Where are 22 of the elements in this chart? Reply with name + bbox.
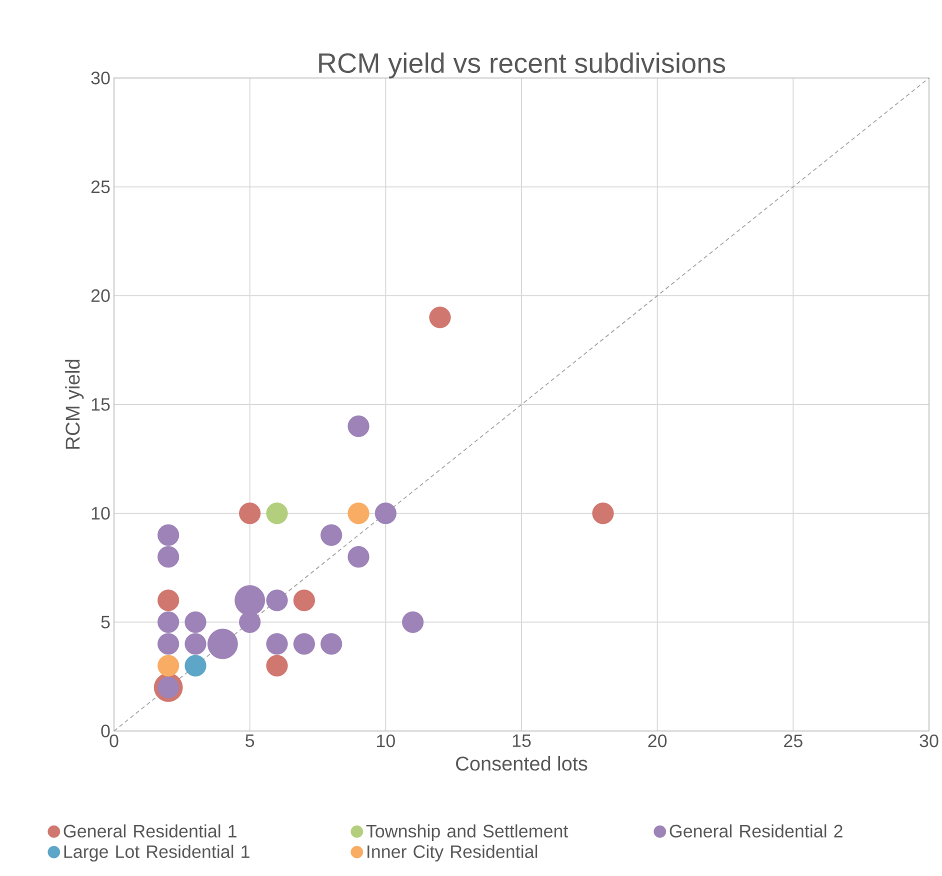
- x-tick-label: 5: [246, 734, 254, 748]
- y-tick-label: 10: [92, 506, 110, 520]
- legend-label: General Residential 1: [64, 824, 236, 838]
- y-tick-label: 20: [91, 289, 110, 302]
- legend-label: Inner City Residential: [368, 844, 538, 862]
- y-tick-label: 25: [91, 180, 110, 194]
- y-tick-label: 15: [92, 398, 110, 411]
- legend-label: Large Lot Residential 1: [64, 844, 250, 862]
- legend-label: General Residential 2: [670, 824, 842, 838]
- y-tick-label: 30: [91, 72, 110, 84]
- y-axis-title: RCM yield: [65, 360, 84, 449]
- y-tick-label: 0: [101, 724, 110, 738]
- x-tick-label: 25: [784, 734, 802, 748]
- x-tick-label: 20: [648, 734, 667, 748]
- x-tick-label: 30: [920, 734, 938, 748]
- x-tick-label: 15: [512, 734, 531, 748]
- x-axis-title: Consented lots: [456, 756, 588, 771]
- y-tick-label: 5: [101, 616, 110, 628]
- x-tick-label: 0: [110, 734, 118, 748]
- x-tick-label: 10: [377, 734, 395, 748]
- legend-label: Township and Settlement: [366, 824, 568, 842]
- chart-title: RCM yield vs recent subdivisions: [319, 52, 726, 78]
